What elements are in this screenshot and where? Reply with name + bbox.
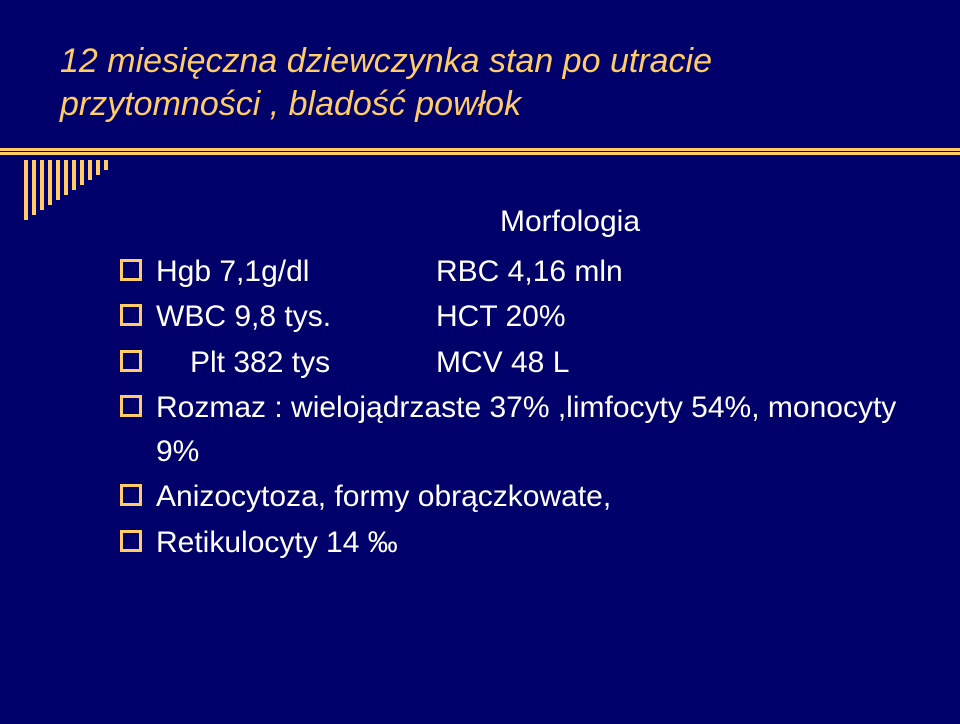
- slide: 12 miesięczna dziewczynka stan po utraci…: [0, 0, 960, 724]
- list-item: Retikulocyty 14 ‰: [120, 521, 900, 565]
- wbc-value: WBC 9,8 tys.: [156, 295, 436, 339]
- bullet-icon: [120, 350, 142, 372]
- bullet-icon: [120, 484, 142, 506]
- hct-value: HCT 20%: [436, 295, 566, 339]
- title-line-2: przytomności , bladość powłok: [60, 83, 900, 126]
- morfologia-heading: Morfologia: [240, 200, 900, 244]
- list-item: Plt 382 tys MCV 48 L: [120, 341, 900, 385]
- plt-value: Plt 382 tys: [190, 341, 436, 385]
- decorative-bars: [24, 160, 112, 220]
- list-item: WBC 9,8 tys. HCT 20%: [120, 295, 900, 339]
- rozmaz-text: Rozmaz : wielojądrzaste 37% ,limfocyty 5…: [156, 386, 900, 473]
- slide-title: 12 miesięczna dziewczynka stan po utraci…: [60, 40, 900, 125]
- list-item: Hgb 7,1g/dl RBC 4,16 mln: [120, 250, 900, 294]
- retikulocyty-text: Retikulocyty 14 ‰: [156, 521, 398, 565]
- mcv-value: MCV 48 L: [436, 341, 569, 385]
- bullet-icon: [120, 304, 142, 326]
- title-underline: [0, 148, 960, 154]
- bullet-icon: [120, 259, 142, 281]
- list-item: Anizocytoza, formy obrączkowate,: [120, 475, 900, 519]
- bullet-icon: [120, 395, 142, 417]
- title-line-1: 12 miesięczna dziewczynka stan po utraci…: [60, 40, 900, 83]
- hgb-value: Hgb 7,1g/dl: [156, 250, 436, 294]
- slide-body: Morfologia Hgb 7,1g/dl RBC 4,16 mln WBC …: [120, 200, 900, 566]
- anizocytoza-text: Anizocytoza, formy obrączkowate,: [156, 475, 611, 519]
- rbc-value: RBC 4,16 mln: [436, 250, 623, 294]
- list-item: Rozmaz : wielojądrzaste 37% ,limfocyty 5…: [120, 386, 900, 473]
- bullet-icon: [120, 530, 142, 552]
